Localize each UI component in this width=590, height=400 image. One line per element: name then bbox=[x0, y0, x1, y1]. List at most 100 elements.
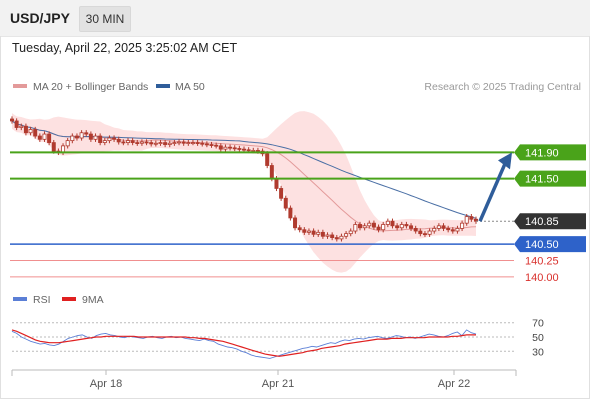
candle-body bbox=[204, 143, 209, 146]
candle-body bbox=[74, 135, 79, 139]
candle-body bbox=[116, 138, 121, 143]
candle-body bbox=[121, 141, 126, 144]
candle-body bbox=[385, 220, 390, 225]
candle-body bbox=[190, 142, 195, 144]
support-label-140-50: 140.50 bbox=[525, 239, 559, 251]
ma20-legend-swatch bbox=[13, 84, 27, 88]
candle-body bbox=[130, 140, 135, 143]
candle-body bbox=[255, 150, 260, 152]
candle-body bbox=[28, 129, 33, 134]
rsi-tick-70: 70 bbox=[532, 318, 544, 330]
rsi-tick-30: 30 bbox=[532, 346, 544, 358]
candle-body bbox=[88, 133, 93, 140]
candle-body bbox=[334, 237, 339, 240]
candle-body bbox=[413, 228, 418, 232]
price-levels: 141.90 141.50 140.85 140.50 140.25 140.00 bbox=[10, 144, 586, 284]
candle-body bbox=[446, 228, 451, 231]
candle-body bbox=[427, 230, 432, 235]
candle-body bbox=[460, 222, 465, 229]
candle-body bbox=[297, 227, 302, 231]
candle-body bbox=[311, 230, 316, 235]
last-price-tag bbox=[514, 213, 586, 230]
candle-body bbox=[14, 120, 19, 128]
candle-body bbox=[436, 225, 441, 229]
rsi-tick-50: 50 bbox=[532, 332, 544, 344]
candle-body bbox=[102, 140, 107, 143]
candle-body bbox=[228, 146, 233, 149]
candle-body bbox=[195, 142, 200, 144]
candle-body bbox=[404, 224, 409, 227]
candle-body bbox=[167, 142, 172, 145]
candle-body bbox=[209, 144, 214, 146]
candle-body bbox=[274, 178, 279, 189]
candle-body bbox=[246, 149, 251, 152]
candle-body bbox=[376, 226, 381, 231]
candle-body bbox=[223, 146, 228, 150]
candle-body bbox=[367, 222, 372, 227]
candle-body bbox=[422, 233, 427, 236]
candle-body bbox=[450, 229, 455, 232]
candle-body bbox=[47, 133, 52, 143]
candle-body bbox=[241, 148, 246, 151]
candle-body bbox=[464, 216, 469, 224]
candle-body bbox=[237, 148, 242, 150]
candle-body bbox=[371, 222, 376, 228]
candle-body bbox=[390, 220, 395, 227]
candle-body bbox=[153, 142, 158, 145]
rsi-panel: 70 50 30 bbox=[11, 318, 544, 359]
candle-body bbox=[149, 142, 154, 145]
candle-body bbox=[302, 229, 307, 233]
candle-body bbox=[251, 150, 256, 152]
candle-body bbox=[70, 135, 75, 142]
candle-body bbox=[353, 224, 358, 232]
candle-body bbox=[344, 233, 349, 237]
rsi-ma-legend-swatch bbox=[62, 297, 76, 301]
candle-body bbox=[432, 228, 437, 232]
symbol-label: USD/JPY bbox=[10, 10, 70, 26]
candle-body bbox=[163, 142, 168, 145]
candle-body bbox=[330, 234, 335, 238]
x-tick-label: Apr 18 bbox=[90, 378, 122, 390]
candle-body bbox=[218, 145, 223, 150]
candle-body bbox=[19, 125, 24, 128]
candle-body bbox=[320, 231, 325, 237]
candle-body bbox=[139, 141, 144, 144]
candle-body bbox=[23, 125, 28, 134]
candle-body bbox=[232, 147, 237, 150]
candle-body bbox=[269, 165, 274, 180]
candle-body bbox=[283, 197, 288, 209]
candle-body bbox=[144, 141, 149, 144]
candle-body bbox=[93, 135, 98, 140]
candle-body bbox=[181, 141, 186, 144]
candle-body bbox=[325, 234, 330, 237]
resistance-label-141-90: 141.90 bbox=[525, 147, 559, 159]
candle-body bbox=[79, 132, 84, 139]
ma50-legend-label: MA 50 bbox=[175, 81, 205, 93]
resistance-label-141-50: 141.50 bbox=[525, 174, 559, 186]
rsi-legend-swatch bbox=[13, 297, 27, 301]
x-tick-label: Apr 21 bbox=[262, 378, 294, 390]
candle-body bbox=[107, 137, 112, 142]
candle-body bbox=[126, 140, 131, 143]
chart-legend: MA 20 + Bollinger Bands MA 50 Research ©… bbox=[13, 81, 581, 93]
price-panel bbox=[9, 111, 478, 273]
rsi-ma-legend-label: 9MA bbox=[82, 294, 104, 306]
candle-body bbox=[98, 135, 103, 143]
candle-body bbox=[441, 225, 446, 229]
timestamp: Tuesday, April 22, 2025 3:25:02 AM CET bbox=[12, 41, 238, 55]
support-label-140-00: 140.00 bbox=[525, 272, 559, 284]
support-label-140-25: 140.25 bbox=[525, 256, 559, 268]
rsi-line bbox=[11, 329, 477, 359]
resistance-tag-141-90 bbox=[514, 144, 586, 161]
candle-body bbox=[279, 188, 284, 199]
timeframe-button[interactable]: 30 MIN bbox=[79, 6, 131, 32]
candle-body bbox=[316, 231, 321, 235]
candle-body bbox=[186, 142, 191, 144]
rsi-ma-line bbox=[11, 329, 476, 357]
candle-body bbox=[9, 118, 14, 122]
candle-body bbox=[409, 225, 414, 229]
price-chart: MA 20 + Bollinger Bands MA 50 Research ©… bbox=[9, 81, 586, 390]
candle-body bbox=[357, 224, 362, 229]
candle-body bbox=[135, 142, 140, 144]
ma20-legend-label: MA 20 + Bollinger Bands bbox=[33, 81, 148, 93]
